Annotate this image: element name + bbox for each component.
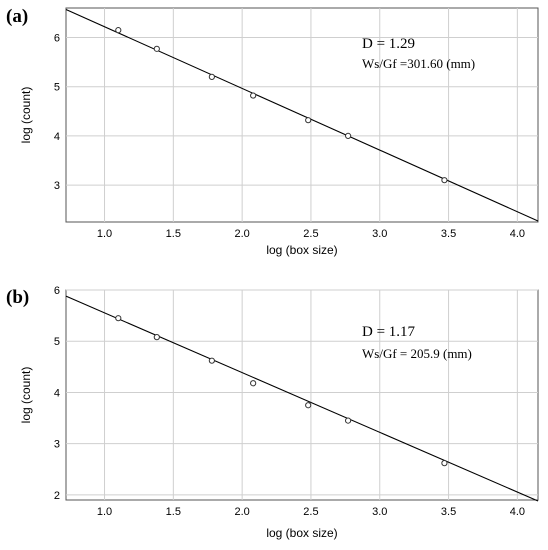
annotation-d-a: D = 1.29 [362,36,415,52]
x-axis-label-a: log (box size) [266,243,337,257]
x-tick-label: 3.5 [441,228,456,240]
y-tick-label: 5 [54,336,60,348]
panel-label-b: (b) [6,287,29,308]
data-points-b [115,315,448,467]
data-point [344,132,352,140]
x-tick-label: 3.0 [372,506,387,518]
x-tick-label: 4.0 [510,228,525,240]
x-tick-label: 1.0 [97,228,112,240]
gridlines-a [66,8,538,222]
x-tick-label: 3.5 [441,506,456,518]
plot-area-b [65,289,539,501]
y-axis-label-b: log (count) [19,367,33,424]
y-tick-label: 3 [54,180,60,192]
data-point [153,45,160,52]
fit-line-a [65,8,539,222]
data-point [208,357,215,364]
fit-line-b [65,295,539,502]
data-points-a [115,27,448,184]
y-tick-label: 2 [54,490,60,502]
annotation-ws-gf-b: Ws/Gf = 205.9 (mm) [362,346,472,361]
chart-panel-b: 1.0 1.5 2.0 2.5 3.0 3.5 4.0 2 3 4 5 6 (b) log (box … [6,285,539,540]
y-axis-label-a: log (count) [19,87,33,144]
x-axis-label-b: log (box size) [266,526,337,540]
data-point [441,460,448,467]
x-tick-label: 2.0 [234,506,249,518]
x-tick-label: 3.0 [372,228,387,240]
data-point [250,380,257,387]
y-tick-label: 5 [54,82,60,94]
data-point [153,334,160,341]
chart-panel-a: 1.0 1.5 2.0 2.5 3.0 3.5 4.0 3 4 5 6 (a) log (box s… [6,6,539,257]
data-point [115,315,122,322]
data-point [250,92,257,99]
y-tick-label: 4 [54,131,60,143]
y-tick-label: 6 [54,285,60,297]
tick-labels-a: 1.0 1.5 2.0 2.5 3.0 3.5 4.0 3 4 5 6 [54,33,525,240]
annotation-ws-gf-a: Ws/Gf =301.60 (mm) [362,56,475,71]
x-tick-label: 1.5 [166,506,181,518]
tick-labels-b: 1.0 1.5 2.0 2.5 3.0 3.5 4.0 2 3 4 5 6 [54,285,525,518]
y-tick-label: 6 [54,33,60,45]
x-tick-label: 4.0 [510,506,525,518]
panel-label-a: (a) [6,6,28,27]
x-tick-label: 1.5 [166,228,181,240]
x-tick-label: 2.5 [303,228,318,240]
data-point [208,73,215,80]
data-point [441,177,448,184]
data-point [305,402,312,409]
y-tick-label: 4 [54,387,60,399]
data-point [344,417,352,424]
gridlines-b [66,289,538,500]
x-tick-label: 1.0 [97,506,112,518]
x-tick-label: 2.0 [234,228,249,240]
data-point [305,117,312,124]
x-tick-label: 2.5 [303,506,318,518]
annotation-d-b: D = 1.17 [362,324,416,340]
y-tick-label: 3 [54,439,60,451]
data-point [115,27,122,34]
